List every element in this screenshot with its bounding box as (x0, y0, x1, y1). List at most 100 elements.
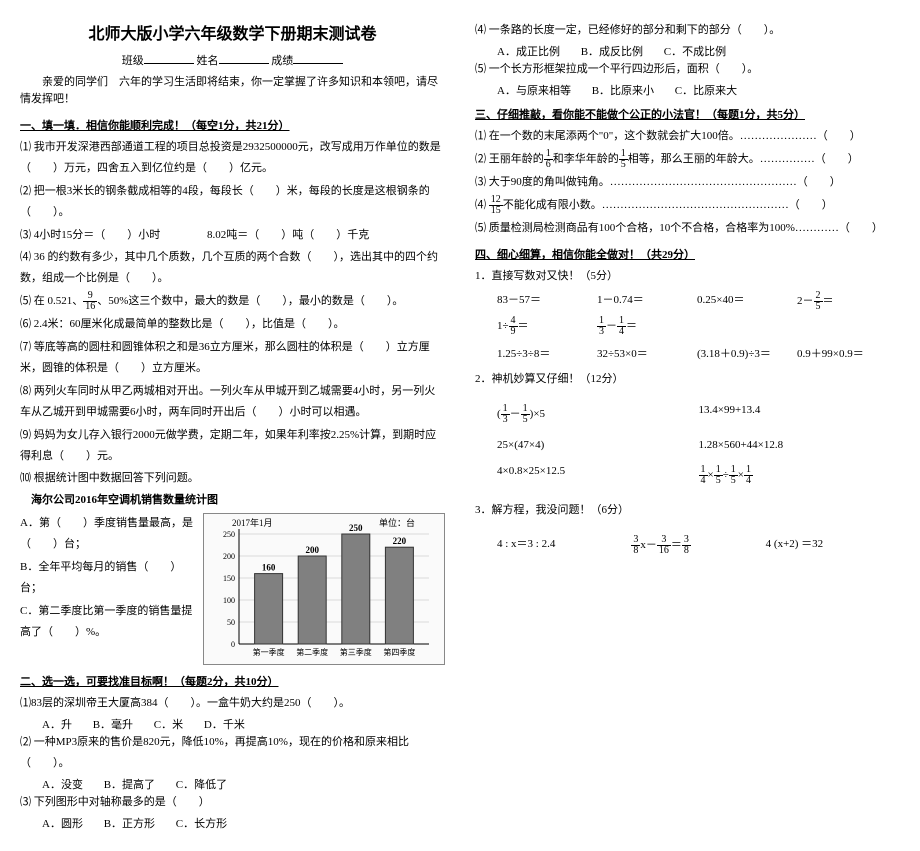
sec2-q1-b: B．毫升 (93, 719, 133, 731)
frac-12-15: 1215 (489, 195, 503, 216)
frac-1-5: 15 (619, 149, 628, 170)
eq1: 4 : x＝3 : 2.4 (497, 535, 631, 556)
calc2-a-minus: － (510, 408, 521, 420)
calc-1div-pre: 1÷ (497, 320, 509, 332)
sec2-q3-c: C．长方形 (176, 818, 227, 830)
frac-1-6: 16 (544, 149, 553, 170)
sec2-q5-c: C．比原来大 (675, 85, 737, 97)
svg-text:160: 160 (262, 563, 276, 573)
sec3-q2c: 相等，那么王丽的年龄大。……………（ ） (628, 153, 859, 165)
sec1-q5-pre: ⑸ 在 0.521、 (20, 295, 83, 307)
blank-name (219, 63, 269, 64)
sec2-q5-opts: A．与原来相等 B．比原来小 C．比原来大 (475, 82, 900, 98)
chart-qC: C．第二季度比第一季度的销售量提高了（ ）%。 (20, 601, 193, 643)
sec2-q1-a: A．升 (42, 719, 72, 731)
calc2-row1: (13－15)×5 13.4×99+13.4 (475, 404, 900, 425)
svg-text:250: 250 (349, 523, 363, 533)
calc-125d3d8: 1.25÷3÷8＝ (497, 345, 587, 361)
sec3-q2a: ⑵ 王丽年龄的 (475, 153, 544, 165)
eq2: 38x－316＝38 (631, 535, 765, 556)
sec2-q5: ⑸ 一个长方形框架拉成一个平行四边形后，面积（ ）。 (475, 59, 900, 80)
calc2-b: 13.4×99+13.4 (699, 404, 901, 425)
bar-chart: 2017年1月 单位：台 050100150200250160第一季度200第二… (203, 513, 445, 665)
chart-title: 海尔公司2016年空调机销售数量统计图 (31, 491, 445, 507)
sec1-q2: ⑵ 把一根3米长的钢条截成相等的4段，每段长（ ）米，每段的长度是这根钢条的（ … (20, 181, 445, 223)
sec2-q4-a: A．成正比例 (497, 46, 560, 58)
sec2-q4-b: B．成反比例 (581, 46, 643, 58)
calc-minus: － (606, 320, 617, 332)
sec2-q2: ⑵ 一种MP3原来的售价是820元，降低10%，再提高10%，现在的价格和原来相… (20, 732, 445, 774)
sec3-q2: ⑵ 王丽年龄的16和李华年龄的15相等，那么王丽的年龄大。……………（ ） (475, 149, 900, 170)
sec2-q2-a: A．没变 (42, 779, 83, 791)
sec3-q4a: ⑷ (475, 199, 489, 211)
sec4-p3: 3．解方程，我没问题！（6分） (475, 500, 900, 521)
eq2-eq: ＝ (671, 539, 682, 551)
doc-title: 北师大版小学六年级数学下册期末测试卷 (20, 20, 445, 44)
sec2-q3: ⑶ 下列图形中对轴称最多的是（ ） (20, 792, 445, 813)
sec2-q1-c: C．米 (154, 719, 183, 731)
calc2-row3: 4×0.8×25×12.5 14×15÷15×14 (475, 465, 900, 486)
eq3: 4 (x+2) ＝32 (766, 535, 900, 556)
sec2-q2-opts: A．没变 B．提高了 C．降低了 (20, 776, 445, 792)
calc-318p09d3: (3.18＋0.9)÷3＝ (697, 345, 787, 361)
frac-1-4a: 14 (699, 465, 708, 486)
calc-2-pre: 2－ (797, 295, 814, 307)
sec2-q1-opts: A．升 B．毫升 C．米 D．千米 (20, 716, 445, 732)
chart-qA: A．第（ ）季度销售量最高，是（ ）台； (20, 513, 193, 555)
svg-text:150: 150 (223, 574, 235, 583)
sec2-q1: ⑴83层的深圳帝王大厦高384（ ）。一盒牛奶大约是250（ ）。 (20, 693, 445, 714)
sec3-title: 三、仔细推敲，看你能不能做个公正的小法官！（每题1分，共5分） (475, 106, 900, 122)
sec2-q2-b: B．提高了 (104, 779, 155, 791)
sec1-q10: ⑽ 根据统计图中数据回答下列问题。 (20, 468, 445, 489)
calc2-c: 25×(47×4) (497, 439, 699, 451)
calc-2-2-5: 2－25＝ (797, 291, 887, 312)
sec2-q1-d: D．千米 (204, 719, 245, 731)
sec2-q4: ⑷ 一条路的长度一定，已经修好的部分和剩下的部分（ ）。 (475, 20, 900, 41)
sec2-title: 二、选一选，可要找准目标啊！（每题2分，共10分） (20, 673, 445, 689)
sec3-q3: ⑶ 大于90度的角叫做钝角。……………………………………………（ ） (475, 172, 900, 193)
sec1-title: 一、填一填．相信你能顺利完成！（每空1分，共21分） (20, 117, 445, 133)
calc2-row2: 25×(47×4) 1.28×560+44×12.8 (475, 439, 900, 451)
frac-1-3b: 13 (501, 404, 510, 425)
frac-3-8: 38 (631, 535, 640, 556)
frac-2-5: 25 (814, 291, 823, 312)
sec4-p2: 2．神机妙算又仔细！（12分） (475, 369, 900, 390)
calc2-e: 4×0.8×25×12.5 (497, 465, 699, 486)
frac-9-16: 916 (83, 291, 97, 312)
frac-3-8b: 38 (682, 535, 691, 556)
sec2-q4-c: C．不成比例 (664, 46, 726, 58)
sec3-q4b: 不能化成有限小数。……………………………………………（ ） (503, 199, 833, 211)
calc2-a-close: )×5 (530, 408, 545, 420)
svg-text:250: 250 (223, 530, 235, 539)
sec1-q7: ⑺ 等底等高的圆柱和圆锥体积之和是36立方厘米，那么圆柱的体积是（ ）立方厘米，… (20, 337, 445, 379)
sec3-q5: ⑸ 质量检测局检测商品有100个合格，10个不合格，合格率为100%…………（ … (475, 218, 900, 239)
svg-text:0: 0 (231, 640, 235, 649)
sec3-q4: ⑷ 1215不能化成有限小数。……………………………………………（ ） (475, 195, 900, 216)
sec3-q1: ⑴ 在一个数的末尾添两个"0"，这个数就会扩大100倍。…………………（ ） (475, 126, 900, 147)
svg-text:50: 50 (227, 618, 235, 627)
sec3-q2b: 和李华年龄的 (553, 153, 619, 165)
sec1-q3b: 8.02吨＝（ ）吨（ ）千克 (207, 229, 369, 241)
frac-4-9: 49 (509, 316, 518, 337)
label-class: 班级 (122, 55, 144, 67)
svg-text:100: 100 (223, 596, 235, 605)
calc-32d53x0: 32÷53×0＝ (597, 345, 687, 361)
sec1-q1: ⑴ 我市开发深港西部通道工程的项目总投资是2932500000元，改写成用万作单… (20, 137, 445, 179)
calc-row-2: 1.25÷3÷8＝ 32÷53×0＝ (3.18＋0.9)÷3＝ 0.9＋99×… (475, 345, 900, 365)
sec4-p1: 1．直接写数对又快！（5分） (475, 266, 900, 287)
sec2-q3-opts: A．圆形 B．正方形 C．长方形 (20, 815, 445, 831)
sec2-q5-b: B．比原来小 (592, 85, 654, 97)
calc-row-1: 83－57＝ 1－0.74＝ 0.25×40＝ 2－25＝ 1÷49＝ 13－1… (475, 291, 900, 341)
svg-text:第四季度: 第四季度 (383, 647, 415, 657)
sec1-q3: ⑶ 4小时15分＝（ ）小时 8.02吨＝（ ）吨（ ）千克 (20, 225, 445, 246)
frac-1-4: 14 (617, 316, 626, 337)
sec2-q5-a: A．与原来相等 (497, 85, 571, 97)
calc-83-57: 83－57＝ (497, 291, 587, 312)
frac-1-5b: 15 (521, 404, 530, 425)
label-name: 姓名 (197, 55, 219, 67)
chart-box: A．第（ ）季度销售量最高，是（ ）台； B．全年平均每月的销售（ ）台； C．… (20, 513, 445, 665)
calc2-d: 1.28×560+44×12.8 (699, 439, 901, 451)
eq-row: 4 : x＝3 : 2.4 38x－316＝38 4 (x+2) ＝32 (475, 535, 900, 556)
svg-text:200: 200 (223, 552, 235, 561)
sec2-q3-a: A．圆形 (42, 818, 83, 830)
